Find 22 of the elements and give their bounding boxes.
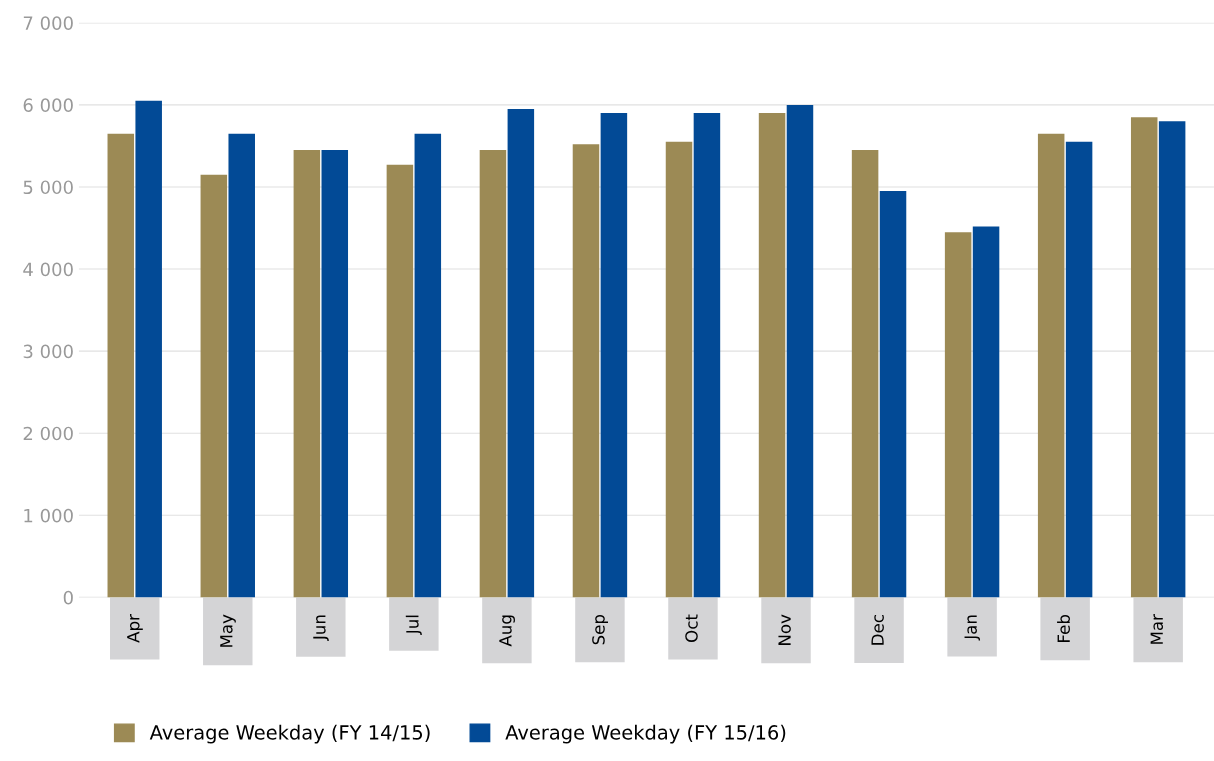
x-tick-label: Jul <box>405 615 422 636</box>
x-tick-label: Apr <box>127 614 143 643</box>
legend-label: Average Weekday (FY 15/16) <box>505 724 786 744</box>
x-tick-label: Jan <box>964 615 981 641</box>
y-tick-label: 7 000 <box>23 16 73 30</box>
legend-label: Average Weekday (FY 14/15) <box>149 724 430 744</box>
x-tick-label: Oct <box>685 614 698 642</box>
y-tick-label: 0 <box>63 590 73 605</box>
x-tick-label: Jun <box>313 615 329 641</box>
y-tick-label: 4 000 <box>23 262 73 277</box>
x-tick-label: Aug <box>499 615 515 647</box>
x-tick-label: Feb <box>1057 614 1070 642</box>
x-tick-label: May <box>220 614 236 647</box>
x-tick-label: Nov <box>778 614 791 645</box>
y-tick-label: 2 000 <box>23 426 73 441</box>
x-tick-label: Dec <box>871 615 884 645</box>
y-tick-label: 3 000 <box>23 344 73 359</box>
x-tick-label: Mar <box>1150 614 1164 644</box>
y-tick-label: 5 000 <box>23 180 73 195</box>
x-tick-label: Sep <box>592 614 608 645</box>
y-tick-label: 1 000 <box>24 508 73 523</box>
y-tick-label: 6 000 <box>23 98 73 113</box>
